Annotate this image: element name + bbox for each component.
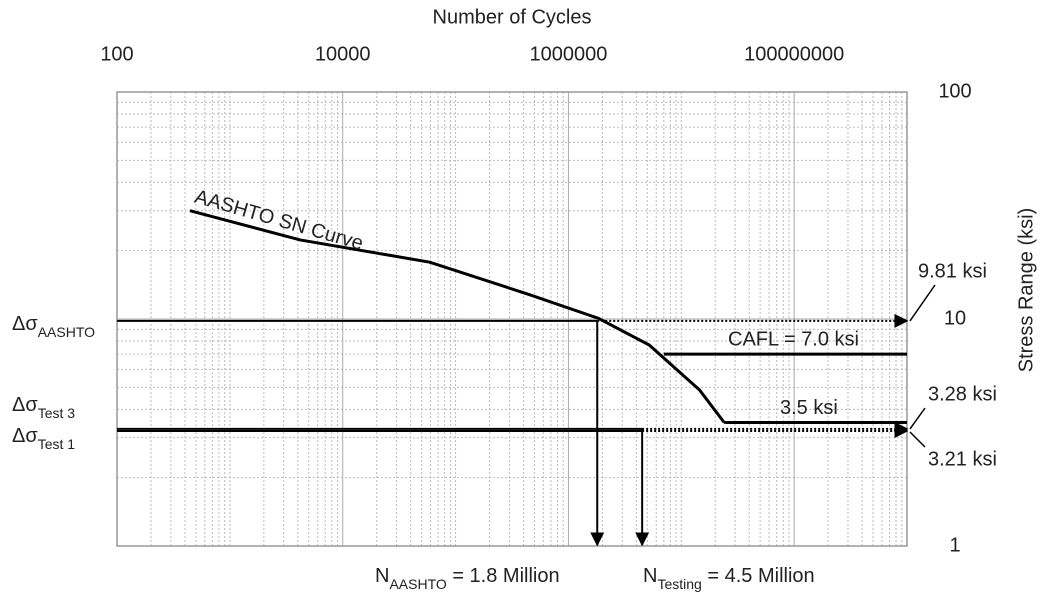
leader-line [909, 431, 926, 448]
stress-axis-label-sub: AASHTO [38, 324, 95, 340]
stress-axis-label-sub: Test 3 [38, 405, 76, 421]
y-axis-title: Stress Range (ksi) [1015, 208, 1037, 373]
y-tick-label: 100 [938, 80, 971, 102]
cycle-label-sub: AASHTO [389, 576, 446, 592]
cycle-label: NAASHTO = 1.8 Million [375, 565, 560, 591]
x-axis-title: Number of Cycles [433, 6, 592, 28]
stress-axis-label: ΔσAASHTO [12, 313, 95, 339]
limit-label: CAFL = 7.0 ksi [728, 328, 859, 350]
stress-axis-label-main: Δσ [12, 394, 38, 416]
sn-curve [189, 209, 726, 424]
cycle-label-main: N [643, 565, 657, 587]
cycle-label-rest: = 1.8 Million [447, 565, 560, 587]
stress-value-label: 3.28 ksi [928, 383, 997, 405]
stress-axis-label: ΔσTest 1 [12, 425, 75, 451]
cycle-label: NTesting = 4.5 Million [643, 565, 815, 591]
cycle-label-rest: = 4.5 Million [702, 565, 815, 587]
y-tick-label: 10 [944, 307, 966, 329]
stress-value-label: 3.21 ksi [928, 448, 997, 470]
stress-axis-label-main: Δσ [12, 313, 38, 335]
x-tick-label: 10000 [315, 43, 371, 65]
limit-label: 3.5 ksi [780, 397, 838, 419]
stress-axis-label: ΔσTest 3 [12, 394, 75, 420]
cycle-label-main: N [375, 565, 389, 587]
x-tick-label: 100 [100, 43, 133, 65]
leader-line [909, 284, 936, 322]
x-tick-label: 1000000 [529, 43, 607, 65]
stress-axis-label-main: Δσ [12, 425, 38, 447]
stress-axis-label-sub: Test 1 [38, 436, 76, 452]
stress-value-label: 9.81 ksi [918, 260, 987, 282]
y-tick-label: 1 [949, 534, 960, 556]
cycle-label-sub: Testing [657, 576, 701, 592]
leader-line [909, 407, 926, 430]
x-tick-label: 100000000 [744, 43, 844, 65]
